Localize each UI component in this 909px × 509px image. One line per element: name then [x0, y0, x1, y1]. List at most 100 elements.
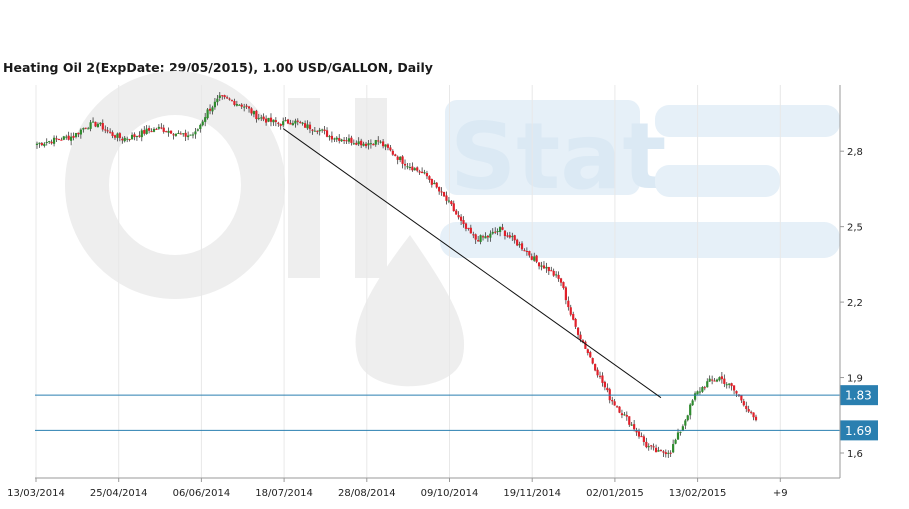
candle-body — [182, 133, 185, 135]
candle-body — [662, 451, 665, 453]
candle-body — [562, 282, 565, 288]
candle-body — [503, 230, 507, 237]
candle-body — [711, 379, 714, 381]
chart-title: Heating Oil 2(ExpDate: 29/05/2015), 1.00… — [3, 60, 433, 75]
candle-body — [238, 104, 241, 106]
candle-body — [57, 139, 61, 141]
candle-body — [401, 156, 404, 164]
candle-body — [350, 137, 353, 143]
candle-body — [596, 369, 599, 376]
candle-body — [233, 101, 236, 105]
candle-body — [723, 378, 726, 384]
candle-body — [218, 95, 221, 98]
candle-body — [494, 231, 497, 233]
candle-body — [550, 270, 553, 272]
candle-body — [206, 109, 209, 119]
candle-body — [272, 119, 275, 123]
candle-body — [118, 133, 121, 138]
candle-body — [633, 424, 636, 430]
candle-body — [342, 139, 346, 141]
candle-body — [311, 129, 314, 131]
candle-body — [89, 122, 92, 129]
candle-body — [555, 274, 558, 276]
candle-body — [135, 136, 139, 138]
candle-body — [725, 384, 728, 386]
candle-body — [369, 143, 373, 145]
candle-body — [696, 391, 699, 395]
candle-body — [681, 426, 684, 432]
x-tick-label: 06/06/2014 — [173, 488, 231, 499]
level-badge — [840, 420, 878, 441]
candle-body — [138, 135, 141, 137]
candle-body — [481, 236, 485, 238]
candle-body — [352, 143, 355, 145]
candle-body — [511, 236, 514, 238]
candle-body — [157, 126, 160, 129]
candle-body — [226, 97, 229, 99]
candle-body — [689, 404, 692, 416]
candle-body — [177, 132, 180, 134]
candle-body — [713, 380, 716, 382]
candle-body — [308, 124, 312, 130]
candle-body — [43, 143, 46, 146]
candle-body — [611, 400, 614, 402]
candle-body — [252, 111, 256, 115]
candle-body — [101, 123, 104, 130]
candle-body — [282, 121, 285, 126]
candle-body — [160, 127, 163, 129]
y-tick-label: 1,6 — [847, 449, 863, 460]
candle-body — [508, 235, 511, 238]
candle-body — [557, 274, 560, 279]
candle-body — [667, 452, 670, 454]
watermark-bar-3 — [440, 222, 840, 258]
candle-body — [520, 243, 524, 250]
candle-body — [377, 140, 380, 142]
candle-body — [262, 116, 265, 120]
candle-body — [718, 377, 721, 381]
candle-body — [67, 135, 70, 140]
candle-body — [433, 182, 436, 185]
candle-body — [72, 135, 75, 138]
candle-body — [155, 128, 158, 130]
candle-body — [701, 387, 704, 392]
candle-body — [652, 446, 655, 448]
candle-body — [672, 444, 675, 453]
candle-body — [148, 128, 151, 131]
candle-body — [459, 216, 463, 221]
candle-body — [654, 447, 658, 453]
candle-body — [472, 234, 475, 236]
candle-body — [245, 105, 248, 107]
candle-body — [647, 446, 650, 448]
candle-body — [435, 182, 438, 188]
candle-body — [62, 136, 65, 140]
candle-body — [169, 130, 173, 134]
candle-body — [408, 167, 412, 169]
watermark-logo: Stat — [65, 71, 840, 387]
candle-body — [425, 172, 429, 177]
watermark-letter-l — [355, 98, 387, 278]
candle-body — [715, 379, 719, 382]
candle-body — [603, 381, 606, 388]
candle-body — [40, 143, 43, 146]
candle-body — [296, 120, 299, 122]
candle-body — [552, 270, 555, 276]
candle-body — [240, 104, 243, 107]
candle-body — [277, 122, 280, 124]
candle-body — [584, 341, 587, 349]
candle-body — [703, 387, 706, 389]
candle-body — [742, 401, 745, 406]
candle-body — [452, 203, 455, 212]
candle-body — [630, 424, 633, 426]
y-tick-label: 2,8 — [847, 147, 863, 158]
candle-body — [213, 101, 217, 108]
candle-body — [447, 200, 451, 202]
candle-body — [589, 352, 592, 358]
candle-body — [104, 129, 107, 131]
candle-body — [330, 135, 334, 140]
candle-body — [684, 420, 687, 426]
candle-body — [650, 445, 653, 447]
candle-body — [691, 400, 694, 406]
candle-body — [96, 123, 100, 128]
candle-body — [374, 140, 377, 145]
candle-body — [111, 132, 114, 136]
